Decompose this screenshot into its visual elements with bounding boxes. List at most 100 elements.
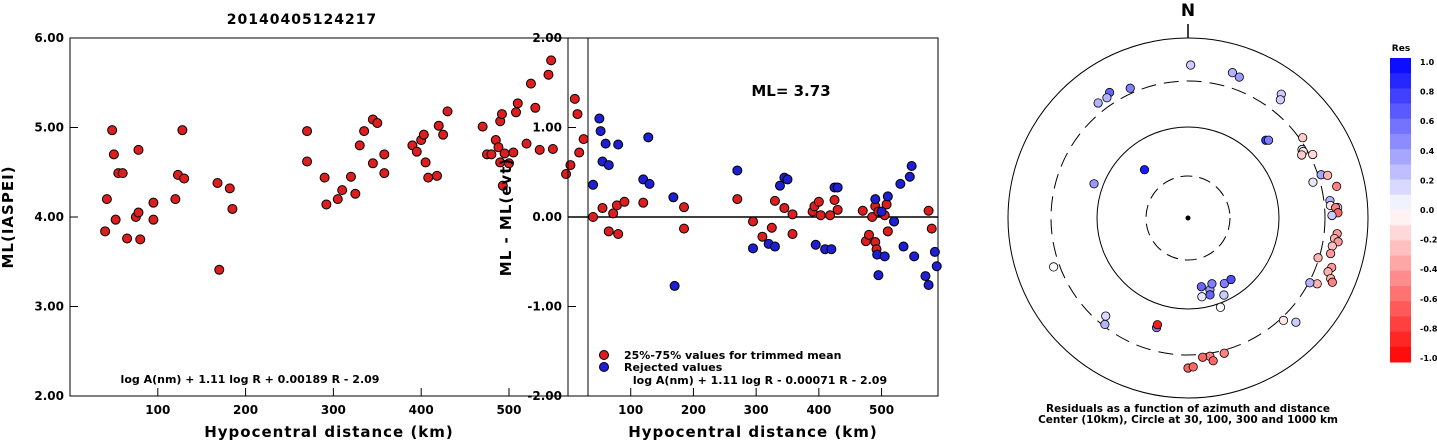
x-tick-label: 500 — [869, 403, 894, 417]
data-point-blue — [613, 139, 624, 150]
colorbar-tick-label: 1.0 — [1420, 58, 1435, 67]
data-point-red — [477, 121, 488, 132]
colorbar-cell — [1390, 270, 1411, 287]
legend-red-marker — [599, 350, 609, 360]
polar-point — [1305, 278, 1315, 288]
y-tick-label: 1.00 — [532, 121, 562, 135]
x-tick-label: 100 — [618, 403, 643, 417]
data-point-red — [212, 177, 223, 188]
polar-point — [1215, 302, 1226, 312]
data-point-blue — [898, 241, 909, 252]
data-point-red — [418, 129, 429, 140]
data-point-red — [302, 156, 313, 167]
plot2-equation: log A(nm) + 1.11 log R - 0.00071 R - 2.0… — [633, 374, 887, 387]
data-point-blue — [769, 241, 780, 252]
data-point-blue — [595, 126, 606, 137]
polar-point — [1207, 279, 1217, 289]
polar-point — [1125, 83, 1135, 93]
colorbar-cell — [1390, 134, 1411, 150]
y-tick-label: 4.00 — [34, 210, 64, 224]
data-point-blue — [668, 192, 679, 203]
data-point-red — [337, 185, 348, 196]
data-point-red — [122, 233, 133, 244]
data-point-red — [354, 140, 365, 151]
figure-title: 20140405124217 — [227, 12, 377, 28]
data-point-blue — [873, 270, 884, 281]
y-tick-label: 2.00 — [34, 389, 64, 403]
data-point-red — [832, 204, 843, 215]
polar-point — [1049, 262, 1059, 272]
polar-point — [1100, 319, 1110, 329]
data-point-red — [379, 149, 390, 160]
polar-point — [1188, 362, 1198, 372]
data-point-red — [423, 172, 434, 183]
polar-point — [1102, 93, 1112, 103]
data-point-red — [372, 118, 383, 129]
data-point-blue — [600, 138, 611, 149]
polar-point — [1323, 170, 1333, 180]
data-point-red — [321, 199, 332, 210]
data-point-red — [574, 147, 585, 158]
data-point-blue — [748, 243, 758, 254]
y-tick-label: 6.00 — [34, 31, 64, 45]
data-point-red — [512, 98, 523, 109]
polar-point — [1308, 149, 1318, 160]
polar-points — [1049, 60, 1343, 373]
polar-point — [1101, 311, 1111, 321]
data-point-blue — [923, 280, 934, 291]
data-point-blue — [895, 178, 906, 189]
x-tick-label: 200 — [681, 403, 706, 417]
data-point-blue — [643, 132, 654, 143]
data-point-blue — [931, 261, 942, 272]
colorbar-cell — [1390, 210, 1411, 226]
data-point-red — [679, 202, 690, 213]
data-point-red — [757, 231, 768, 242]
plot1-equation: log A(nm) + 1.11 log R + 0.00189 R - 2.0… — [121, 373, 380, 386]
data-point-blue — [774, 180, 785, 191]
data-point-red — [503, 158, 514, 169]
data-point-red — [379, 168, 390, 179]
polar-point — [1219, 278, 1229, 289]
data-point-red — [345, 171, 356, 182]
data-point-red — [511, 107, 522, 118]
polar-point — [1219, 290, 1229, 300]
colorbar-cell — [1390, 103, 1411, 120]
data-point-red — [224, 183, 235, 194]
colorbar-tick-label: 0.8 — [1420, 88, 1435, 97]
x-tick-label: 500 — [496, 403, 521, 417]
circle-300km — [1050, 80, 1326, 356]
panel-ml: 100 200 300 400 500 2.00 3.00 4.00 5.00 6.00 log … — [0, 31, 589, 441]
data-point-blue — [882, 191, 893, 202]
data-point-red — [302, 126, 313, 137]
polar-point — [1332, 181, 1342, 191]
data-point-blue — [603, 160, 614, 171]
data-point-blue — [588, 179, 599, 190]
data-point-red — [829, 194, 840, 205]
data-point-red — [613, 229, 624, 240]
data-point-red — [442, 106, 453, 117]
polar-point — [1297, 150, 1307, 160]
data-point-red — [148, 197, 159, 208]
polar-point — [1275, 95, 1285, 105]
data-point-red — [319, 172, 330, 183]
y-tick-label: 5.00 — [34, 121, 64, 135]
data-point-red — [170, 194, 181, 205]
x-tick-label: 400 — [806, 403, 831, 417]
data-point-red — [438, 129, 449, 140]
data-point-red — [521, 138, 532, 149]
panel-residual: 100 200 300 400 500 -2.00 -1.00 0.00 1.00 2.00 ML… — [497, 31, 942, 441]
colorbar-ticks: 1.0 0.8 0.6 0.4 0.2 0.0 -0.2 -0.4 -0.6 -0.8 -1.0 — [1420, 58, 1437, 363]
data-point-red — [882, 226, 893, 237]
data-point-red — [107, 125, 118, 136]
data-point-red — [420, 157, 431, 168]
polar-point — [1205, 290, 1215, 300]
data-point-blue — [782, 174, 793, 185]
data-point-red — [367, 158, 378, 169]
data-point-blue — [876, 206, 887, 217]
colorbar-cell — [1390, 301, 1411, 317]
y-tick-label: 2.00 — [532, 31, 562, 45]
data-point-red — [769, 195, 780, 206]
data-point-red — [411, 146, 422, 157]
data-point-red — [493, 142, 504, 153]
